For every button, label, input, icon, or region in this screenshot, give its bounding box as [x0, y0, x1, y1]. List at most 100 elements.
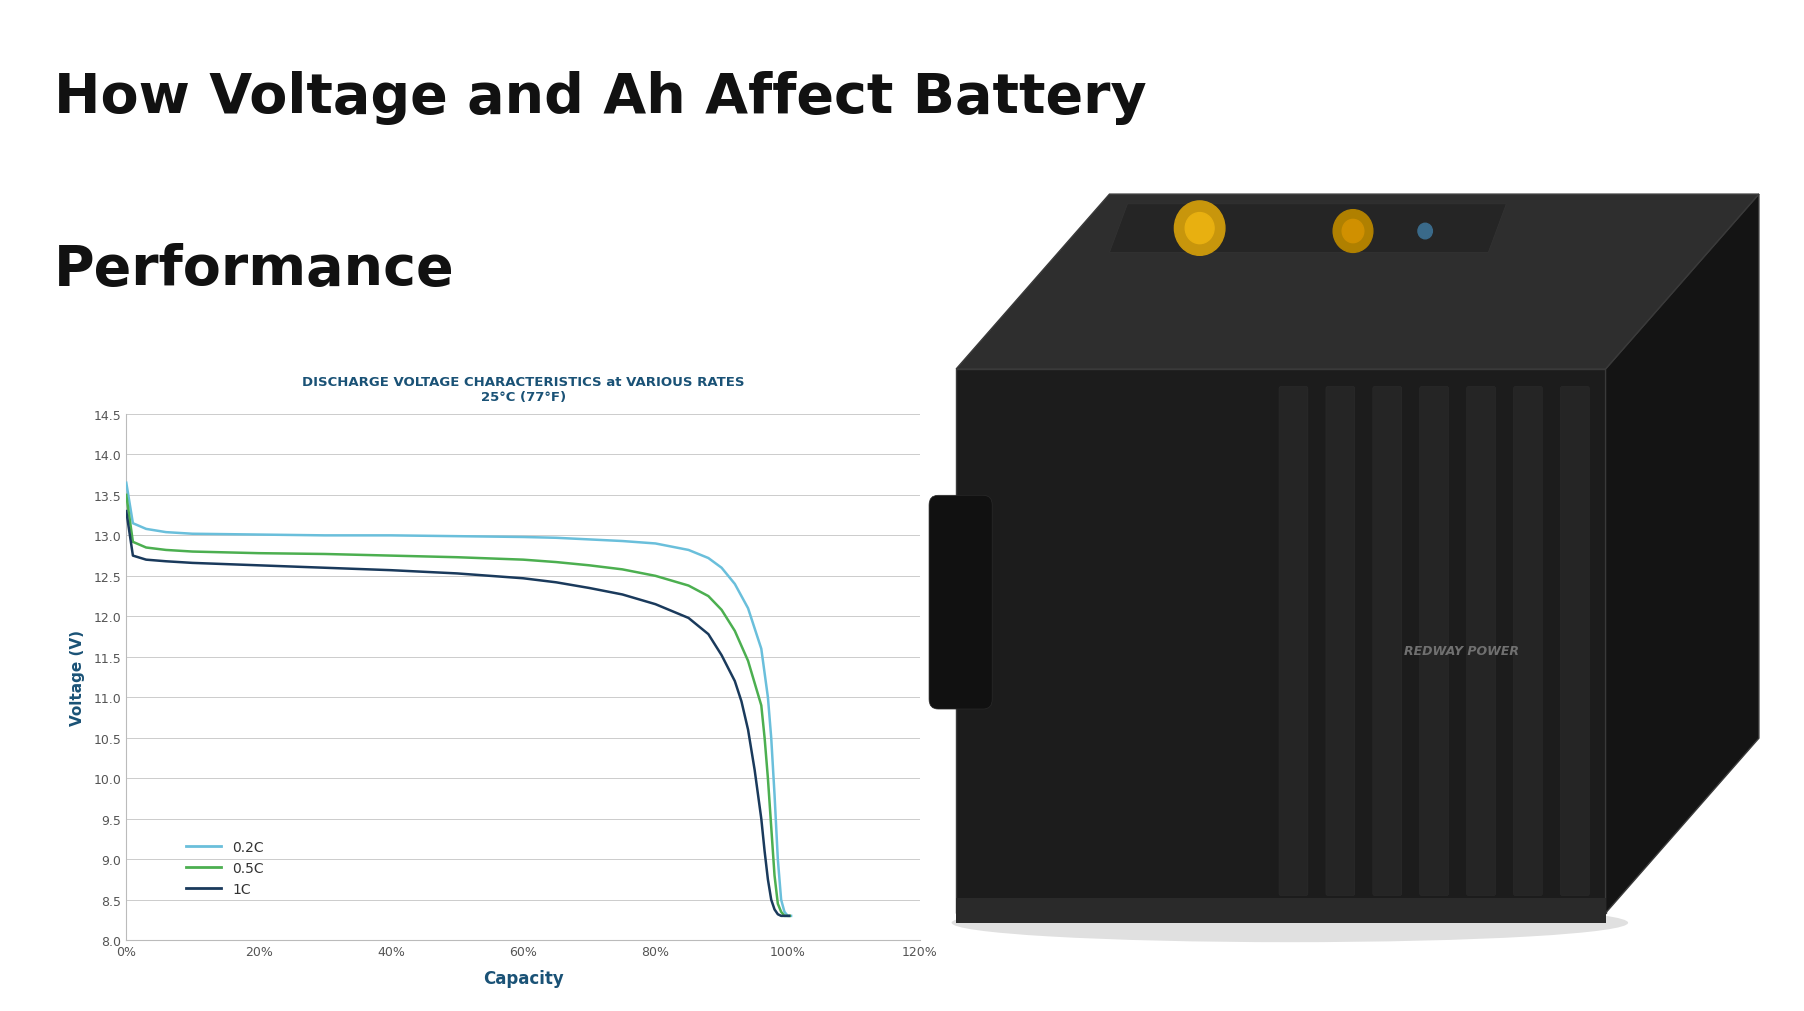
- 0.2C: [123, 518, 144, 530]
- 1C: [754, 845, 776, 857]
- 0.5C: [182, 546, 204, 558]
- 0.5C: [644, 570, 666, 582]
- 1C: [644, 599, 666, 611]
- 0.2C: [723, 578, 745, 590]
- 1C: [711, 649, 732, 661]
- 1C: [750, 813, 772, 825]
- 1C: [758, 874, 779, 886]
- Line: 1C: 1C: [126, 512, 788, 916]
- 0.5C: [247, 548, 269, 560]
- 1C: [135, 554, 157, 566]
- FancyBboxPatch shape: [1373, 387, 1402, 896]
- 0.2C: [770, 894, 792, 906]
- Text: How Voltage and Ah Affect Battery: How Voltage and Ah Affect Battery: [54, 71, 1147, 124]
- 0.5C: [761, 821, 783, 833]
- 1C: [731, 696, 752, 708]
- FancyBboxPatch shape: [1326, 387, 1355, 896]
- 0.5C: [754, 732, 776, 744]
- 0.5C: [446, 552, 467, 564]
- 0.2C: [767, 853, 788, 865]
- Circle shape: [1342, 220, 1364, 244]
- 1C: [115, 506, 137, 518]
- 1C: [612, 588, 633, 601]
- Ellipse shape: [953, 904, 1629, 942]
- 1C: [678, 613, 700, 625]
- 0.2C: [738, 603, 759, 615]
- 1C: [381, 564, 402, 576]
- 0.5C: [545, 556, 566, 568]
- 0.5C: [711, 605, 732, 617]
- 1C: [743, 764, 765, 776]
- 0.5C: [381, 550, 402, 562]
- 1C: [123, 550, 144, 562]
- Line: 0.5C: 0.5C: [126, 495, 790, 916]
- 0.5C: [678, 580, 700, 592]
- 1C: [778, 910, 799, 922]
- Line: 0.2C: 0.2C: [126, 483, 790, 916]
- 1C: [778, 910, 799, 922]
- 0.5C: [770, 906, 792, 918]
- 0.2C: [698, 552, 720, 564]
- Text: REDWAY POWER: REDWAY POWER: [1404, 645, 1519, 657]
- FancyBboxPatch shape: [1420, 387, 1449, 896]
- 0.2C: [579, 534, 601, 546]
- 0.5C: [778, 910, 799, 922]
- FancyBboxPatch shape: [956, 899, 1606, 923]
- 0.2C: [774, 906, 796, 918]
- 1C: [767, 908, 788, 920]
- 0.2C: [381, 530, 402, 542]
- 0.5C: [612, 564, 633, 576]
- 0.5C: [698, 590, 720, 603]
- 1C: [512, 572, 534, 584]
- 0.2C: [761, 732, 783, 744]
- 0.2C: [545, 532, 566, 544]
- 0.5C: [135, 542, 157, 554]
- Title: DISCHARGE VOLTAGE CHARACTERISTICS at VARIOUS RATES
25°C (77°F): DISCHARGE VOLTAGE CHARACTERISTICS at VAR…: [301, 376, 745, 403]
- 1C: [579, 582, 601, 594]
- 0.5C: [115, 489, 137, 501]
- Text: Performance: Performance: [54, 243, 455, 296]
- 0.2C: [446, 531, 467, 543]
- 0.2C: [758, 692, 779, 704]
- 0.5C: [763, 869, 785, 882]
- X-axis label: Capacity: Capacity: [483, 970, 563, 987]
- FancyBboxPatch shape: [1467, 387, 1496, 896]
- FancyBboxPatch shape: [929, 495, 992, 710]
- 0.5C: [723, 625, 745, 637]
- 1C: [774, 910, 796, 922]
- 0.5C: [155, 544, 177, 556]
- 1C: [763, 904, 785, 916]
- 1C: [545, 576, 566, 588]
- Polygon shape: [956, 195, 1759, 370]
- 0.2C: [182, 528, 204, 540]
- 1C: [247, 560, 269, 572]
- 1C: [770, 910, 792, 922]
- 0.5C: [779, 910, 801, 922]
- 0.5C: [738, 655, 759, 667]
- 0.5C: [314, 548, 336, 560]
- FancyBboxPatch shape: [956, 370, 1606, 913]
- FancyBboxPatch shape: [1279, 387, 1308, 896]
- 0.2C: [115, 477, 137, 489]
- Circle shape: [1185, 213, 1214, 245]
- 0.2C: [247, 529, 269, 541]
- Legend: 0.2C, 0.5C, 1C: 0.2C, 0.5C, 1C: [180, 835, 269, 902]
- 1C: [761, 894, 783, 906]
- 0.2C: [678, 544, 700, 556]
- 1C: [182, 557, 204, 569]
- Circle shape: [1333, 210, 1373, 253]
- 0.2C: [612, 536, 633, 548]
- 0.2C: [779, 910, 801, 922]
- 0.2C: [314, 530, 336, 542]
- 0.2C: [750, 643, 772, 655]
- 0.5C: [758, 772, 779, 785]
- 0.5C: [512, 554, 534, 566]
- 0.5C: [750, 700, 772, 712]
- 0.5C: [774, 910, 796, 922]
- 1C: [723, 675, 745, 687]
- 0.2C: [711, 562, 732, 574]
- 1C: [446, 568, 467, 580]
- Y-axis label: Voltage (V): Voltage (V): [70, 630, 85, 725]
- 0.2C: [778, 910, 799, 922]
- 1C: [738, 724, 759, 736]
